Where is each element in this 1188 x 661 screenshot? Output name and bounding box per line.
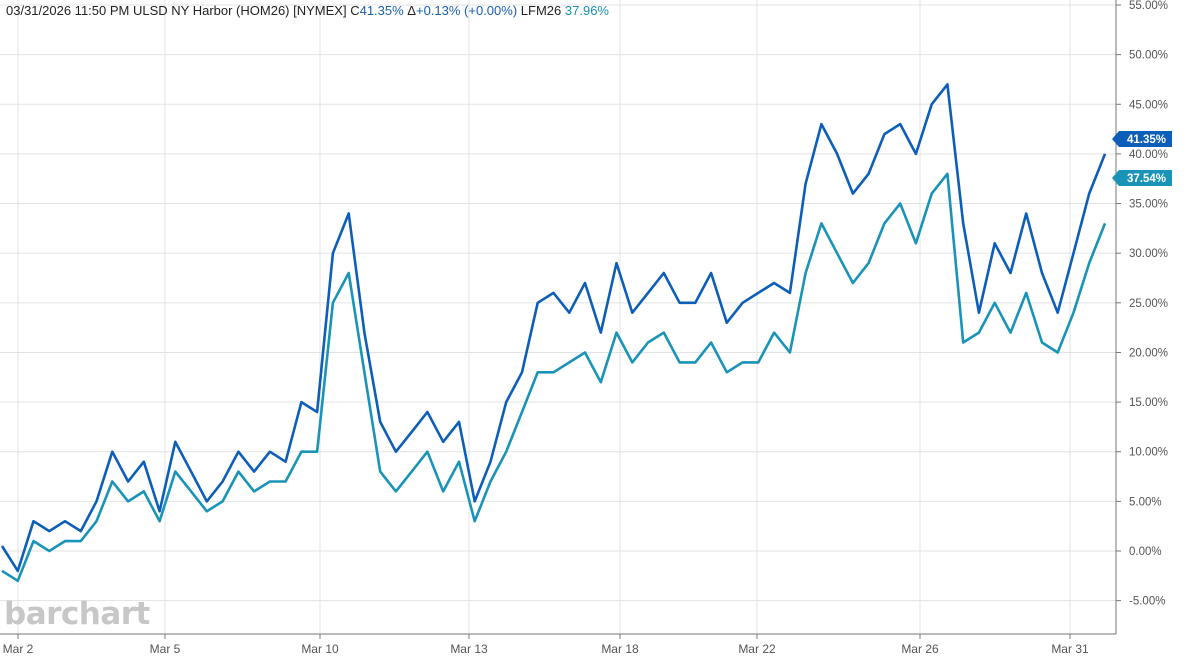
x-tick-label: Mar 2 bbox=[3, 642, 34, 656]
header-c-value: 41.35% bbox=[359, 3, 404, 18]
x-tick-label: Mar 22 bbox=[738, 642, 776, 656]
y-tick-label: 55.00% bbox=[1129, 0, 1168, 12]
header-delta-prefix: Δ bbox=[403, 3, 416, 18]
grid bbox=[0, 0, 1116, 634]
x-tick-label: Mar 13 bbox=[450, 642, 488, 656]
last-value-badge: 41.35% bbox=[1112, 131, 1172, 147]
last-value-badge: 37.54% bbox=[1112, 170, 1172, 186]
series-line-hom26 bbox=[0, 83, 1107, 573]
x-axis: Mar 2 Mar 5 Mar 10 Mar 13 Mar 18 Mar 22 Mar 26… bbox=[0, 0, 1121, 656]
x-tick-label: Mar 31 bbox=[1051, 642, 1089, 656]
y-tick-label: 50.00% bbox=[1129, 50, 1168, 62]
header-c-prefix: C bbox=[350, 3, 360, 18]
y-tick-label: 35.00% bbox=[1129, 199, 1168, 211]
chart-header: 03/31/2026 11:50 PM ULSD NY Harbor (HOM2… bbox=[6, 3, 609, 18]
y-tick-label: 45.00% bbox=[1129, 99, 1168, 111]
y-tick-label: 10.00% bbox=[1129, 447, 1168, 459]
x-tick-label: Mar 10 bbox=[301, 642, 339, 656]
badge-shape bbox=[1112, 170, 1172, 186]
last-value-badges: 41.35% 37.54% bbox=[1112, 131, 1172, 186]
y-tick-label: 15.00% bbox=[1129, 397, 1168, 409]
header-compare-value: 37.96% bbox=[564, 3, 609, 18]
badge-label: 37.54% bbox=[1127, 173, 1166, 185]
y-tick-label: 25.00% bbox=[1129, 298, 1168, 310]
x-tick-label: Mar 26 bbox=[901, 642, 939, 656]
badge-shape bbox=[1112, 131, 1172, 147]
y-tick-label: 0.00% bbox=[1129, 546, 1162, 558]
y-tick-label: 20.00% bbox=[1129, 347, 1168, 359]
y-axis: 55.00% 50.00% 45.00% 40.00% 35.00% 30.00% 25.0… bbox=[1129, 0, 1168, 608]
y-tick-label: 40.00% bbox=[1129, 149, 1168, 161]
badge-label: 41.35% bbox=[1127, 134, 1166, 146]
header-delta-value: +0.13% (+0.00%) bbox=[415, 3, 518, 18]
barchart-logo: barchart bbox=[4, 596, 150, 632]
header-compare-label: LFM26 bbox=[520, 3, 562, 18]
y-tick-label: 5.00% bbox=[1129, 496, 1162, 508]
y-tick-label: -5.00% bbox=[1129, 596, 1165, 608]
series-line-lfm26 bbox=[1, 172, 1107, 583]
header-datetime: 03/31/2026 11:50 PM bbox=[6, 3, 130, 18]
x-tick-label: Mar 5 bbox=[150, 642, 181, 656]
y-tick-label: 30.00% bbox=[1129, 248, 1168, 260]
header-instrument: ULSD NY Harbor (HOM26) [NYMEX] bbox=[132, 3, 347, 18]
series-lines bbox=[0, 83, 1107, 583]
x-tick-label: Mar 18 bbox=[601, 642, 639, 656]
